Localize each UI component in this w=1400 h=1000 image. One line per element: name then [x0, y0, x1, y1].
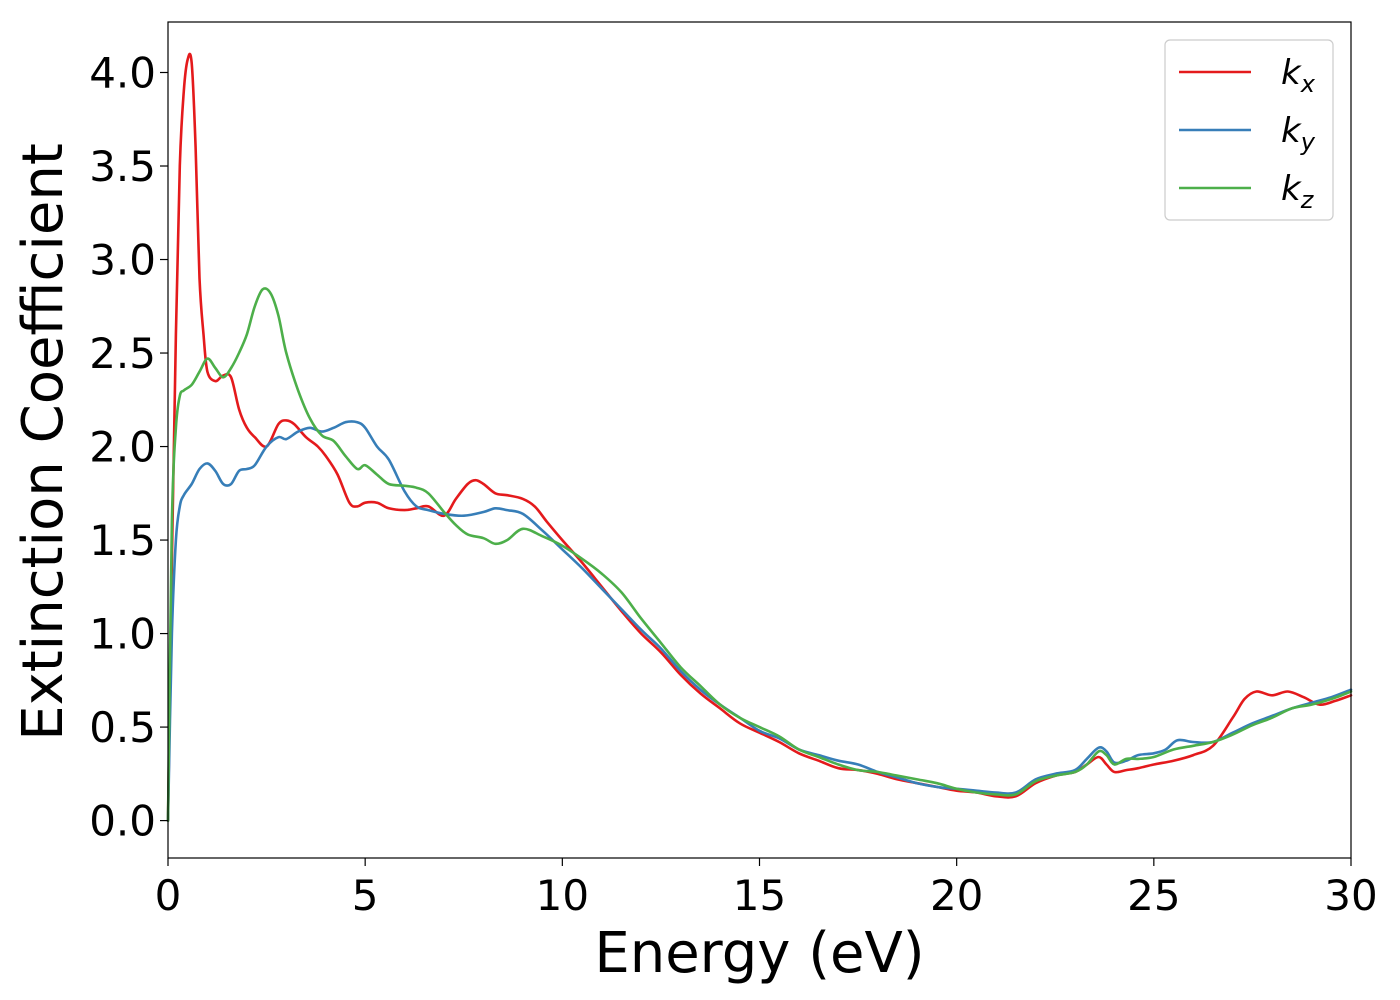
y-tick-label: 3.0: [89, 236, 156, 285]
legend-item-kx: kx: [1179, 53, 1316, 98]
legend-item-ky: ky: [1179, 111, 1316, 156]
legend-label-subscript: z: [1300, 186, 1315, 214]
y-tick-label: 0.0: [89, 797, 156, 846]
legend-label: kz: [1281, 169, 1315, 214]
y-tick-label: 3.5: [89, 142, 156, 191]
y-axis-title: Extinction Coefficient: [11, 143, 76, 741]
x-tick-label: 0: [155, 871, 182, 920]
x-tick-label: 5: [352, 871, 379, 920]
legend-label-subscript: x: [1300, 70, 1316, 98]
legend-label-base: k: [1281, 111, 1302, 151]
legend-label: ky: [1281, 111, 1316, 156]
x-tick-label: 15: [733, 871, 786, 920]
x-tick-label: 10: [536, 871, 589, 920]
y-tick-label: 2.0: [89, 423, 156, 472]
x-tick-label: 25: [1127, 871, 1180, 920]
legend-label-base: k: [1281, 169, 1302, 209]
x-axis: 0 5 10 15 20 25 30: [155, 858, 1378, 920]
x-tick-label: 20: [930, 871, 983, 920]
y-axis: 0.0 0.5 1.0 1.5 2.0 2.5 3.0 3.5 4.0: [89, 48, 168, 846]
x-tick-label: 30: [1324, 871, 1377, 920]
y-tick-label: 1.0: [89, 610, 156, 659]
series-line-kz: [166, 287, 1353, 822]
y-tick-label: 0.5: [89, 703, 156, 752]
x-axis-title: Energy (eV): [594, 921, 924, 986]
legend-label-subscript: y: [1300, 128, 1316, 156]
series-layer: [166, 52, 1353, 822]
legend-item-kz: kz: [1179, 169, 1315, 214]
legend-label: kx: [1281, 53, 1316, 98]
y-tick-label: 1.5: [89, 516, 156, 565]
y-tick-label: 2.5: [89, 329, 156, 378]
y-tick-label: 4.0: [89, 48, 156, 97]
legend-label-base: k: [1281, 53, 1302, 93]
